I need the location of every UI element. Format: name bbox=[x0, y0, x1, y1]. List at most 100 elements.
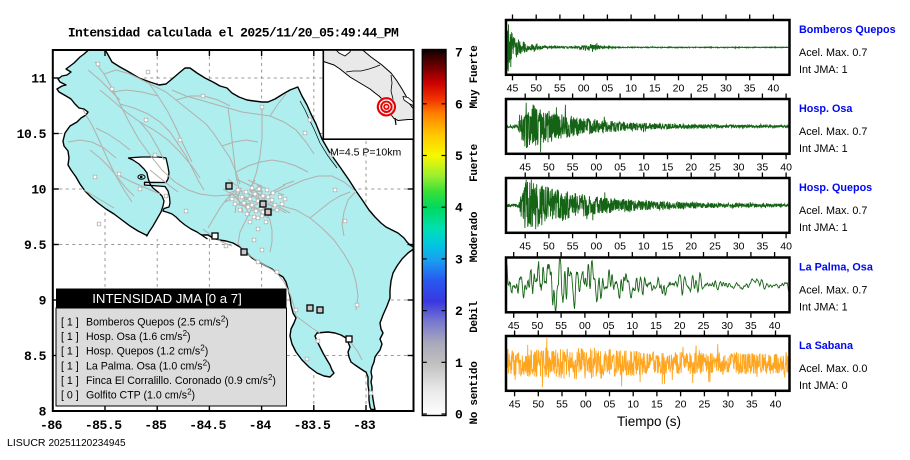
svg-text:Acel. Max. 0.7: Acel. Max. 0.7 bbox=[799, 285, 867, 297]
svg-text:10: 10 bbox=[627, 398, 639, 410]
svg-text:05: 05 bbox=[604, 398, 616, 410]
svg-text:05: 05 bbox=[614, 240, 626, 252]
svg-text:20: 20 bbox=[675, 398, 687, 410]
svg-text:25: 25 bbox=[698, 320, 710, 332]
svg-text:1: 1 bbox=[455, 356, 463, 371]
svg-text:55: 55 bbox=[567, 240, 579, 252]
svg-text:[ 0 ]: [ 0 ] bbox=[61, 390, 79, 402]
svg-text:9: 9 bbox=[39, 294, 47, 309]
svg-text:-84.5: -84.5 bbox=[189, 418, 226, 433]
svg-text:40: 40 bbox=[769, 320, 781, 332]
svg-text:Bomberos Quepos: Bomberos Quepos bbox=[799, 24, 896, 36]
svg-text:10: 10 bbox=[638, 161, 650, 173]
svg-text:35: 35 bbox=[744, 82, 756, 94]
svg-text:[ 1 ]: [ 1 ] bbox=[61, 317, 79, 329]
svg-text:30: 30 bbox=[733, 240, 745, 252]
svg-text:Acel. Max. 0.7: Acel. Max. 0.7 bbox=[799, 47, 867, 59]
svg-text:[ 1 ]: [ 1 ] bbox=[61, 331, 79, 343]
svg-text:45: 45 bbox=[507, 82, 519, 94]
svg-text:Finca El Corralillo. Coronado: Finca El Corralillo. Coronado (0.9 cm/s2… bbox=[86, 373, 276, 387]
svg-text:Int JMA: 1: Int JMA: 1 bbox=[799, 222, 848, 234]
svg-text:[ 1 ]: [ 1 ] bbox=[61, 346, 79, 358]
svg-text:Int JMA: 1: Int JMA: 1 bbox=[799, 143, 848, 155]
svg-text:50: 50 bbox=[530, 82, 542, 94]
svg-text:La Sabana: La Sabana bbox=[799, 340, 854, 352]
svg-text:40: 40 bbox=[780, 240, 792, 252]
svg-text:30: 30 bbox=[721, 320, 733, 332]
svg-text:Muy Fuerte: Muy Fuerte bbox=[469, 45, 481, 109]
svg-text:25: 25 bbox=[709, 240, 721, 252]
svg-text:15: 15 bbox=[649, 82, 661, 94]
svg-text:Hosp. Osa (1.6 cm/s2): Hosp. Osa (1.6 cm/s2) bbox=[86, 329, 191, 343]
svg-text:3: 3 bbox=[455, 252, 463, 267]
svg-text:LISUCR 20251120234945: LISUCR 20251120234945 bbox=[7, 437, 126, 449]
svg-text:Hosp. Quepos (1.2 cm/s2): Hosp. Quepos (1.2 cm/s2) bbox=[86, 344, 208, 358]
svg-text:-83.5: -83.5 bbox=[294, 418, 331, 433]
svg-text:25: 25 bbox=[709, 161, 721, 173]
svg-text:15: 15 bbox=[650, 320, 662, 332]
svg-text:45: 45 bbox=[508, 320, 520, 332]
svg-text:45: 45 bbox=[519, 240, 531, 252]
svg-text:05: 05 bbox=[614, 161, 626, 173]
svg-text:[ 1 ]: [ 1 ] bbox=[61, 360, 79, 372]
svg-text:-85.5: -85.5 bbox=[85, 418, 122, 433]
svg-text:Int JMA: 1: Int JMA: 1 bbox=[799, 302, 848, 314]
svg-text:50: 50 bbox=[532, 398, 544, 410]
svg-text:No sentido: No sentido bbox=[469, 361, 481, 425]
svg-text:Bomberos Quepos (2.5 cm/s2): Bomberos Quepos (2.5 cm/s2) bbox=[86, 315, 229, 329]
svg-text:Golfito CTP (1.0 cm/s2): Golfito CTP (1.0 cm/s2) bbox=[86, 388, 195, 402]
svg-text:-85: -85 bbox=[144, 418, 167, 433]
svg-text:INTENSIDAD JMA [0 a 7]: INTENSIDAD JMA [0 a 7] bbox=[92, 291, 242, 306]
svg-text:Tiempo (s): Tiempo (s) bbox=[617, 414, 681, 429]
svg-text:Hosp. Osa: Hosp. Osa bbox=[799, 103, 853, 115]
svg-text:55: 55 bbox=[554, 82, 566, 94]
svg-text:20: 20 bbox=[674, 320, 686, 332]
svg-text:La Palma, Osa: La Palma, Osa bbox=[799, 262, 874, 274]
svg-text:2: 2 bbox=[455, 304, 463, 319]
svg-text:35: 35 bbox=[757, 161, 769, 173]
svg-text:00: 00 bbox=[591, 161, 603, 173]
svg-text:Int JMA: 0: Int JMA: 0 bbox=[799, 380, 848, 392]
svg-text:20: 20 bbox=[685, 240, 697, 252]
svg-text:0: 0 bbox=[455, 408, 463, 423]
svg-text:50: 50 bbox=[543, 161, 555, 173]
svg-text:15: 15 bbox=[662, 161, 674, 173]
svg-text:00: 00 bbox=[579, 320, 591, 332]
svg-text:8.5: 8.5 bbox=[24, 349, 47, 364]
svg-text:00: 00 bbox=[591, 240, 603, 252]
svg-text:-83: -83 bbox=[353, 418, 376, 433]
svg-text:25: 25 bbox=[696, 82, 708, 94]
svg-text:4: 4 bbox=[455, 201, 463, 216]
svg-text:05: 05 bbox=[602, 82, 614, 94]
svg-text:7: 7 bbox=[455, 46, 463, 61]
svg-text:Int JMA: 1: Int JMA: 1 bbox=[799, 64, 848, 76]
svg-text:8: 8 bbox=[39, 405, 47, 420]
svg-text:05: 05 bbox=[603, 320, 615, 332]
svg-text:55: 55 bbox=[567, 161, 579, 173]
svg-text:9.5: 9.5 bbox=[24, 238, 47, 253]
svg-text:45: 45 bbox=[509, 398, 521, 410]
svg-text:45: 45 bbox=[519, 161, 531, 173]
svg-text:Hosp. Quepos: Hosp. Quepos bbox=[799, 182, 872, 194]
svg-text:55: 55 bbox=[556, 398, 568, 410]
svg-text:-86: -86 bbox=[40, 418, 63, 433]
svg-text:35: 35 bbox=[757, 240, 769, 252]
svg-text:40: 40 bbox=[770, 398, 782, 410]
svg-text:35: 35 bbox=[746, 398, 758, 410]
svg-text:Acel. Max. 0.0: Acel. Max. 0.0 bbox=[799, 363, 867, 375]
svg-text:Moderado: Moderado bbox=[469, 211, 481, 262]
svg-text:15: 15 bbox=[662, 240, 674, 252]
svg-text:La Palma. Osa (1.0 cm/s2): La Palma. Osa (1.0 cm/s2) bbox=[86, 358, 211, 372]
svg-text:-84: -84 bbox=[249, 418, 272, 433]
svg-text:10: 10 bbox=[625, 82, 637, 94]
svg-text:Intensidad calculada el 2025/1: Intensidad calculada el 2025/11/20_05:49… bbox=[68, 26, 399, 41]
svg-text:10.5: 10.5 bbox=[17, 127, 47, 142]
svg-text:50: 50 bbox=[543, 240, 555, 252]
svg-text:Acel. Max. 0.7: Acel. Max. 0.7 bbox=[799, 126, 867, 138]
svg-text:00: 00 bbox=[580, 398, 592, 410]
svg-text:20: 20 bbox=[673, 82, 685, 94]
svg-text:55: 55 bbox=[555, 320, 567, 332]
svg-text:M=4.5 P=10km: M=4.5 P=10km bbox=[330, 147, 401, 159]
svg-text:20: 20 bbox=[685, 161, 697, 173]
svg-text:30: 30 bbox=[720, 82, 732, 94]
